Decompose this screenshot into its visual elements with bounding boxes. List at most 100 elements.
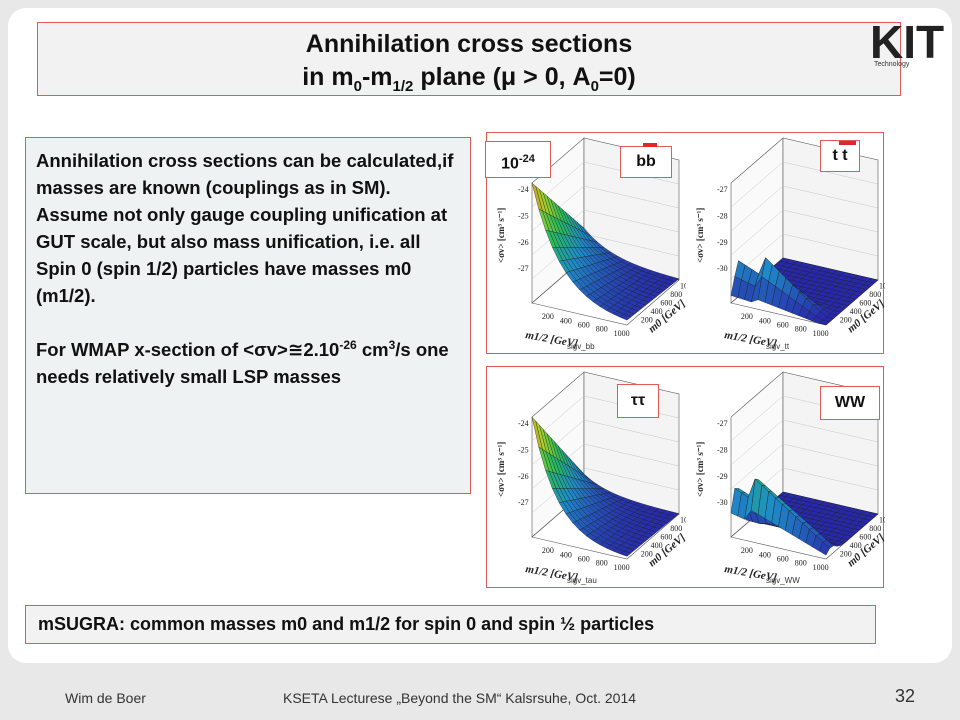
- grid-line: [531, 467, 680, 514]
- x-tick-label: 800: [795, 325, 807, 334]
- z-tick-label: -27: [717, 419, 728, 428]
- surface-cell: [619, 550, 632, 557]
- surface-cell: [619, 314, 632, 321]
- x-tick-label: 1000: [813, 563, 829, 572]
- x-tick-label: 200: [741, 312, 753, 321]
- surface-cell: [818, 320, 831, 326]
- x-tick-label: 600: [777, 554, 789, 563]
- plot-tt: -27-28-29-30<σv> [cm³ s⁻¹]200 400 600 800 10…: [695, 137, 885, 351]
- scale-label: 10-24: [485, 141, 551, 178]
- y-tick-label: 400: [850, 541, 862, 550]
- x-tick-label: 400: [560, 316, 572, 325]
- y-tick-label: 200: [840, 550, 852, 559]
- paragraph-3: For WMAP x-section of <σv>≅2.10-26 cm3/s…: [36, 337, 449, 387]
- paragraph-1: Annihilation cross sections can be calcu…: [36, 150, 454, 198]
- title-line-1: Annihilation cross sections: [305, 30, 633, 58]
- y-tick-label: 600: [859, 299, 871, 308]
- surface-mesh: [730, 478, 879, 556]
- y-tick-label: 800: [869, 290, 881, 299]
- x-tick-label: 1000: [813, 329, 829, 338]
- histogram-name: sigv_tt: [766, 342, 790, 351]
- y-tick-label: 200: [641, 550, 653, 559]
- x-tick-label: 400: [759, 316, 771, 325]
- x-tick-label: 400: [759, 550, 771, 559]
- tag-tt: t t: [820, 140, 860, 172]
- x-tick-label: 800: [596, 559, 608, 568]
- tag-ww: WW: [820, 386, 880, 420]
- x-tick-label: 1000: [614, 563, 630, 572]
- z-tick-label: -26: [518, 472, 529, 481]
- surface-mesh: [531, 182, 680, 321]
- z-tick-label: -27: [717, 185, 728, 194]
- footer-event: KSETA Lecturese „Beyond the SM“ Kalsrsuh…: [283, 690, 637, 706]
- plot-frame-bottom: -24 -25 -26 -27 <σv> [cm³ s⁻¹] 200 400 600 800 10…: [486, 366, 885, 588]
- z-tick-label: -30: [717, 264, 728, 273]
- msugra-summary: mSUGRA: common masses m0 and m1/2 for sp…: [25, 605, 876, 644]
- z-tick-label: -27: [518, 264, 529, 273]
- y-tick-label: 400: [651, 307, 663, 316]
- y-tick-label: 600: [660, 533, 672, 542]
- y-tick-label: 1000: [680, 516, 686, 525]
- tt-antiparticle-bar: [839, 141, 856, 145]
- y-tick-label: 400: [651, 541, 663, 550]
- histogram-name: sigv_tau: [567, 576, 597, 585]
- z-axis-label: <σv> [cm³ s⁻¹]: [496, 442, 506, 497]
- plot-ww: -27-28-29-30<σv> [cm³ s⁻¹]200 400 600 800 10…: [695, 371, 885, 585]
- bb-antiparticle-bar: [643, 143, 657, 147]
- z-tick-label: -27: [518, 498, 529, 507]
- surface-cell: [818, 541, 830, 556]
- explanation-box: Annihilation cross sections can be calcu…: [25, 137, 471, 494]
- x-tick-label: 1000: [614, 329, 630, 338]
- grid-line: [730, 443, 879, 490]
- y-tick-label: 1000: [680, 282, 686, 291]
- z-tick-label: -29: [717, 472, 728, 481]
- footer-author: Wim de Boer: [65, 690, 146, 706]
- surface-mesh: [531, 416, 680, 557]
- y-tick-label: 200: [840, 316, 852, 325]
- y-tick-label: 800: [670, 524, 682, 533]
- y-tick-label: 600: [660, 299, 672, 308]
- x-tick-label: 600: [578, 320, 590, 329]
- z-axis-label: <σv> [cm³ s⁻¹]: [496, 208, 506, 263]
- logo-letters: KIT: [870, 16, 944, 68]
- y-tick-label: 200: [641, 316, 653, 325]
- z-tick-label: -30: [717, 498, 728, 507]
- y-tick-label: 800: [670, 290, 682, 299]
- grid-line: [730, 161, 879, 208]
- x-tick-label: 200: [542, 312, 554, 321]
- z-axis-label: <σv> [cm³ s⁻¹]: [695, 442, 705, 497]
- z-tick-label: -28: [717, 211, 728, 220]
- histogram-name: sigv_WW: [766, 576, 800, 585]
- x-tick-label: 200: [741, 546, 753, 555]
- grid-line: [730, 233, 879, 280]
- x-tick-label: 800: [795, 559, 807, 568]
- x-tick-label: 400: [560, 550, 572, 559]
- grid-line: [730, 209, 879, 256]
- slide-title: Annihilation cross sections in m0-m1/2 p…: [37, 22, 901, 96]
- y-tick-label: 400: [850, 307, 862, 316]
- grid-line: [730, 419, 879, 466]
- z-tick-label: -28: [717, 445, 728, 454]
- z-tick-label: -29: [717, 238, 728, 247]
- logo-caption: Technology: [874, 61, 910, 68]
- y-tick-label: 600: [859, 533, 871, 542]
- page-number: 32: [895, 686, 916, 706]
- z-tick-label: -25: [518, 445, 529, 454]
- z-tick-label: -25: [518, 211, 529, 220]
- x-tick-label: 200: [542, 546, 554, 555]
- paragraph-2: Assume not only gauge coupling unificati…: [36, 204, 448, 306]
- kit-logo: KIT: [870, 16, 944, 68]
- x-tick-label: 800: [596, 325, 608, 334]
- y-tick-label: 1000: [879, 516, 885, 525]
- z-tick-label: -24: [518, 185, 529, 194]
- tag-bb: bb: [620, 146, 672, 178]
- x-tick-label: 600: [777, 320, 789, 329]
- histogram-name: sigv_bb: [567, 342, 595, 351]
- tag-tau: ττ: [617, 384, 659, 418]
- y-tick-label: 800: [869, 524, 881, 533]
- z-axis-label: <σv> [cm³ s⁻¹]: [695, 208, 705, 263]
- x-tick-label: 600: [578, 554, 590, 563]
- grid-line: [730, 185, 879, 232]
- z-tick-label: -24: [518, 419, 529, 428]
- title-line-2: in m0-m1/2 plane (μ > 0, A0=0): [302, 63, 636, 95]
